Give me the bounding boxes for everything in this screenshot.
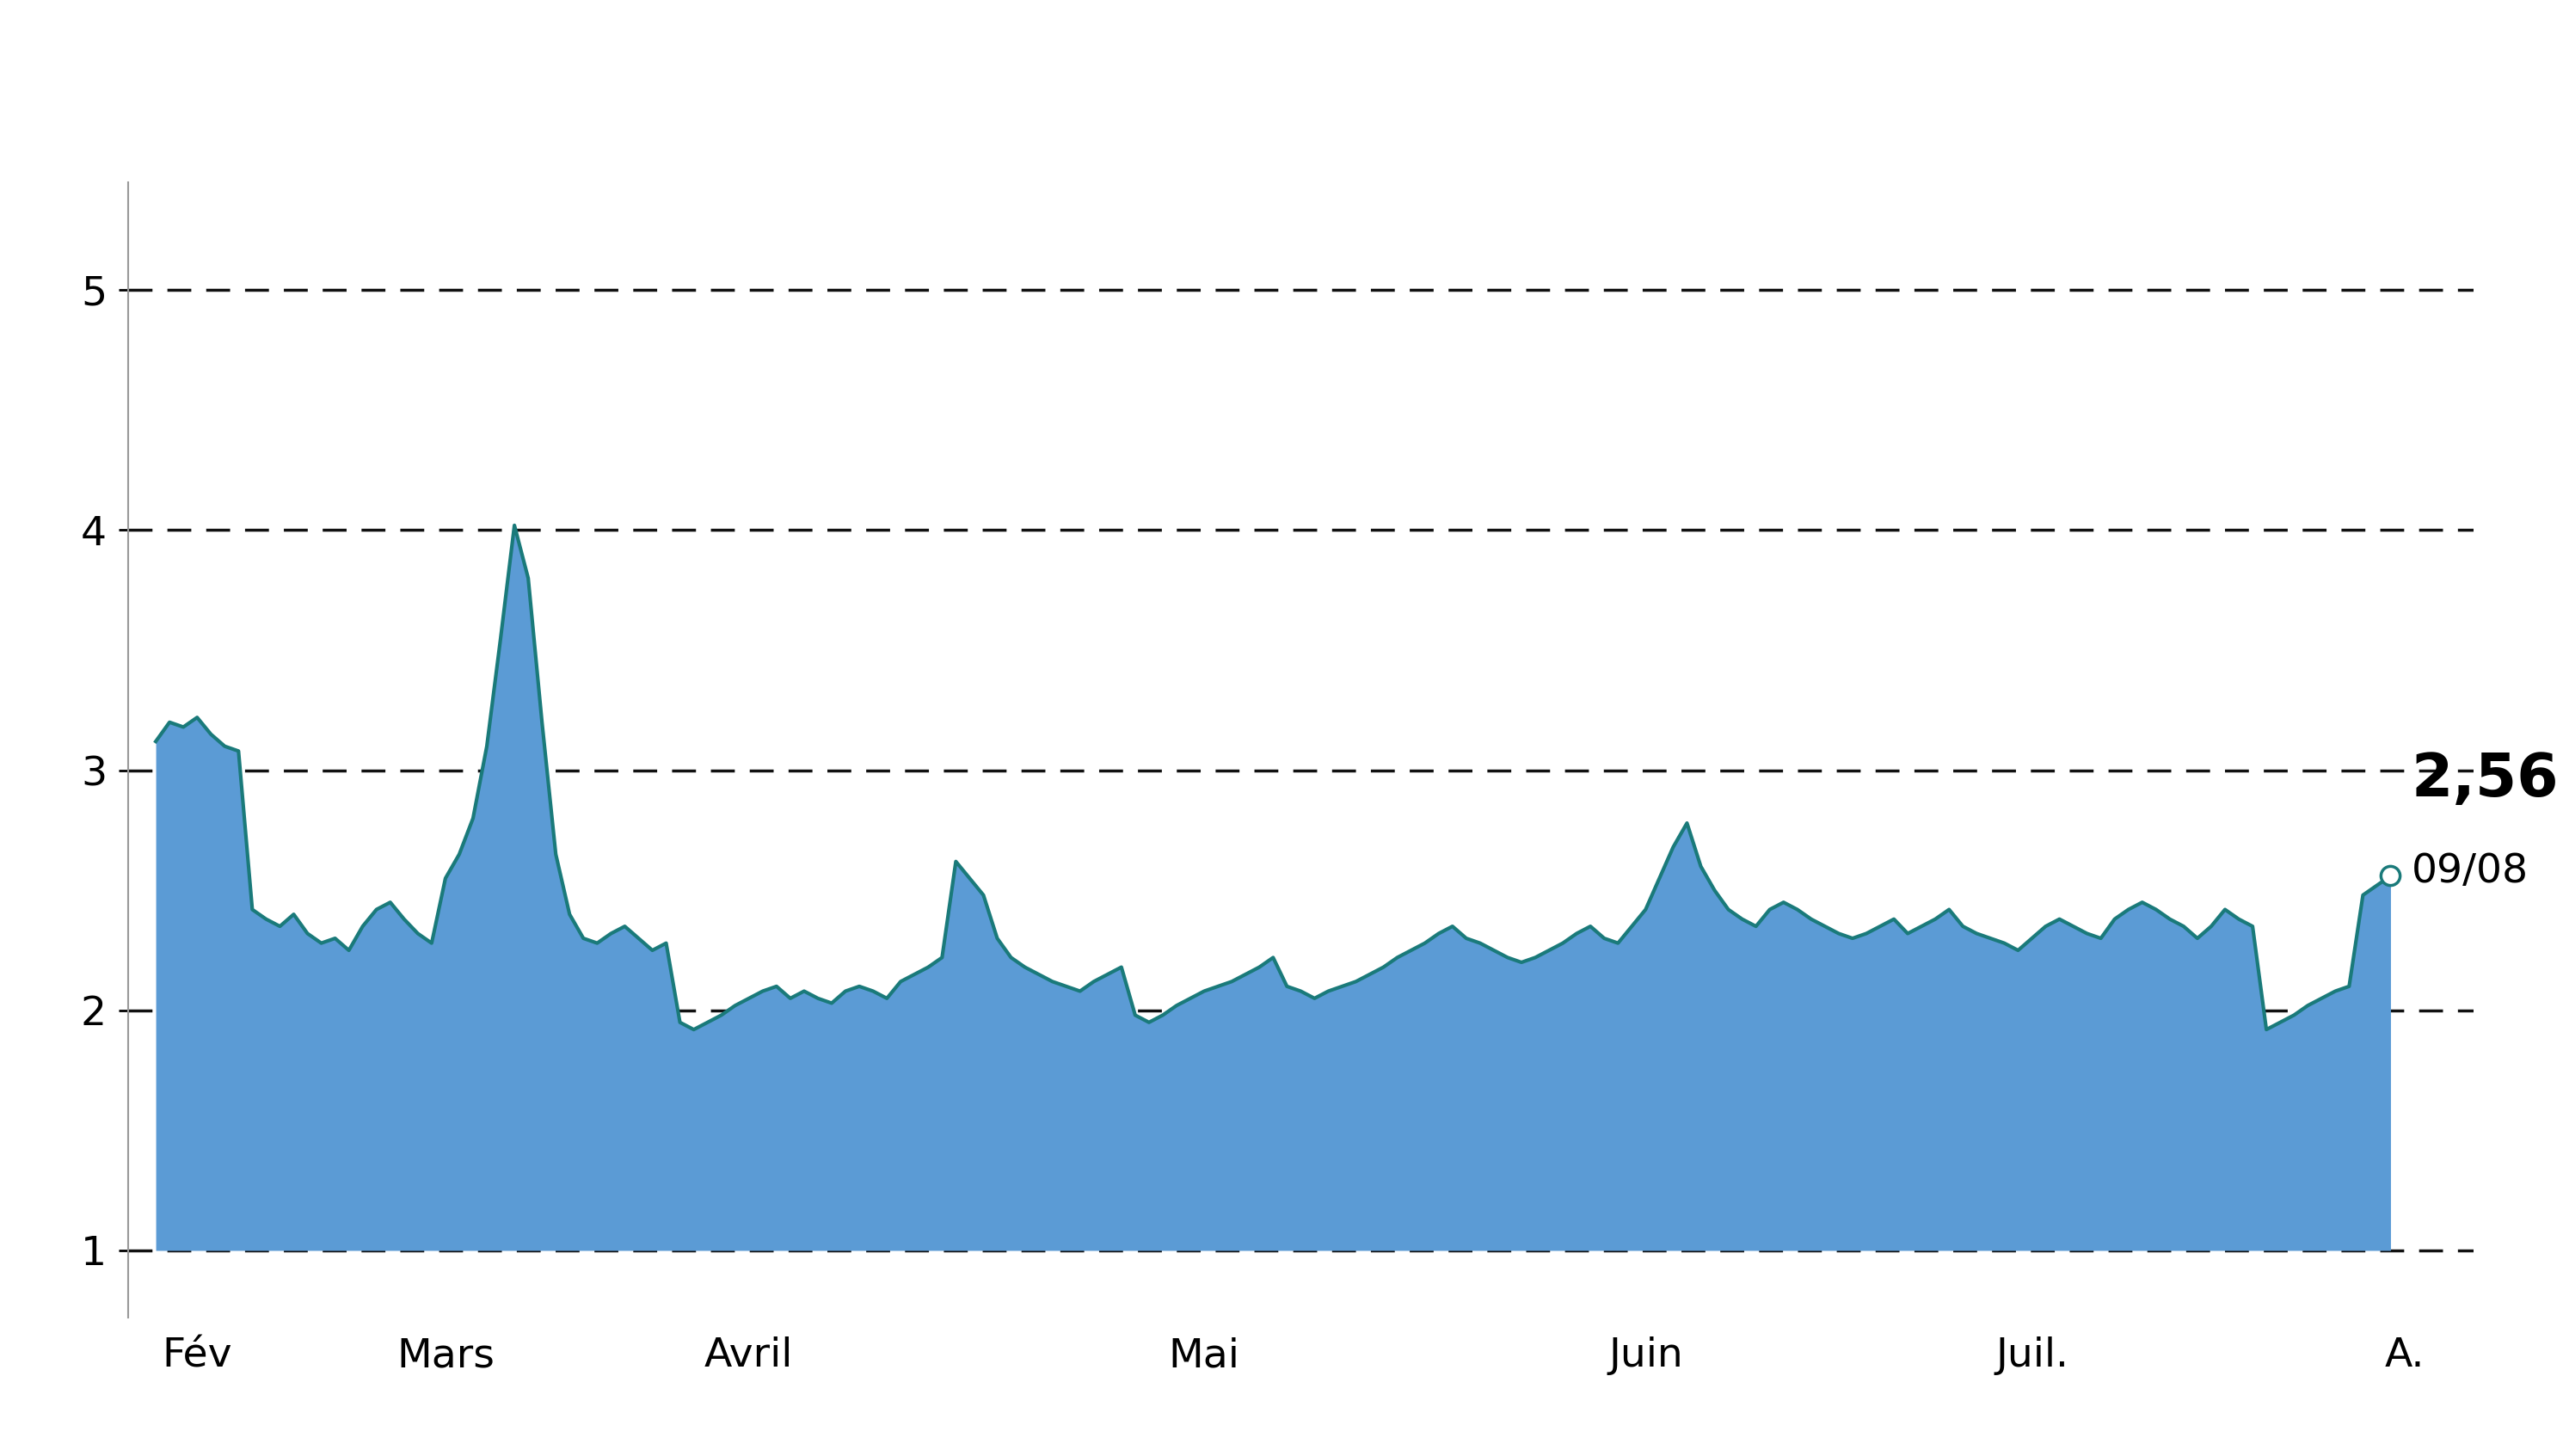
Text: 2,56: 2,56 bbox=[2412, 751, 2558, 808]
Text: 09/08: 09/08 bbox=[2412, 852, 2527, 891]
Text: Monogram Orthopaedics, Inc.: Monogram Orthopaedics, Inc. bbox=[705, 35, 1858, 103]
